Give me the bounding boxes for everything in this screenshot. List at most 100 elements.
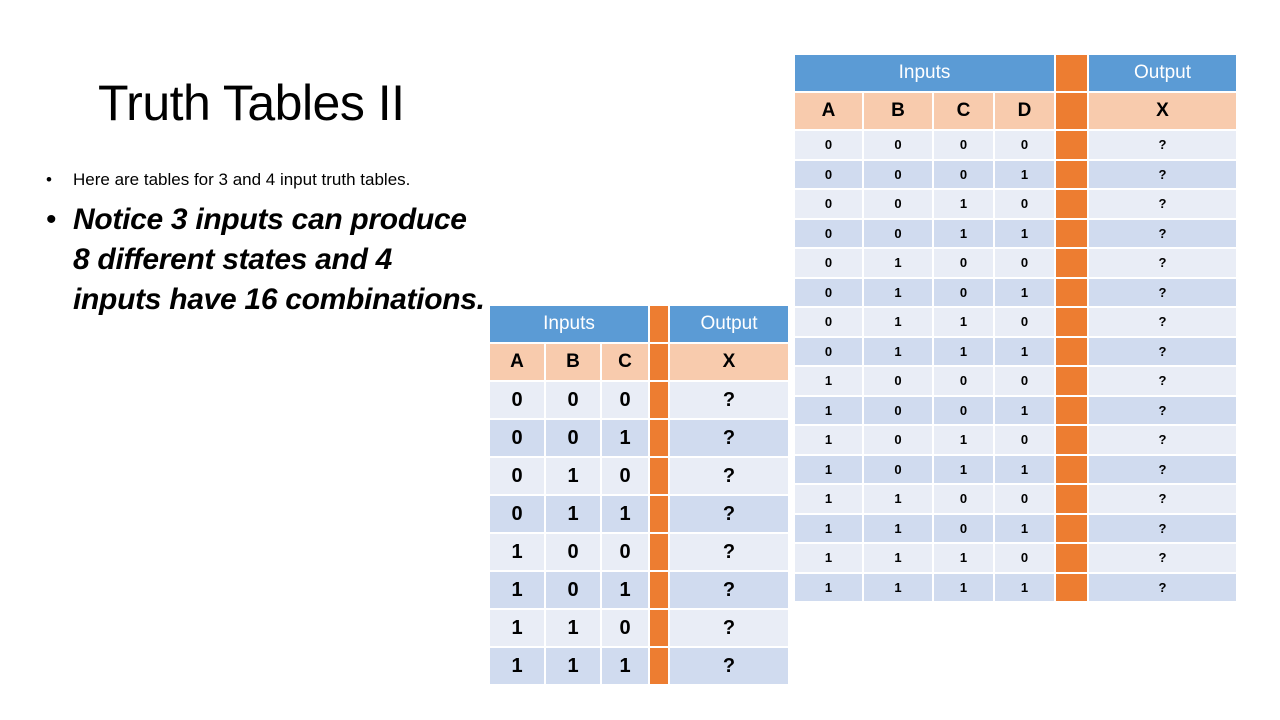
input-cell: 0 (934, 396, 995, 426)
input-cell: 1 (546, 496, 602, 534)
header-inputs: Inputs (490, 306, 650, 344)
input-cell: 1 (795, 455, 864, 485)
input-cell: 1 (795, 367, 864, 397)
input-cell: 1 (934, 426, 995, 456)
truth-table-3-input: Inputs Output A B C X 0 0 0? 0 0 1? 0 1 0? 0 1 1? 1 0… (490, 306, 788, 686)
output-cell: ? (670, 458, 788, 496)
bullet-item-emphasis: • Notice 3 inputs can produce 8 differen… (46, 200, 486, 320)
table-row: 0 0 0 1? (795, 160, 1236, 190)
column-header-b: B (546, 344, 602, 382)
input-cell: 0 (490, 382, 546, 420)
output-cell: ? (670, 572, 788, 610)
row-divider (1056, 219, 1089, 249)
row-divider (1056, 337, 1089, 367)
table-row: 0 1 0 1? (795, 278, 1236, 308)
bullet-text: Here are tables for 3 and 4 input truth … (73, 170, 411, 189)
input-cell: 0 (795, 337, 864, 367)
output-cell: ? (670, 420, 788, 458)
input-cell: 1 (490, 648, 546, 686)
row-divider (1056, 308, 1089, 338)
input-cell: 1 (490, 610, 546, 648)
output-cell: ? (1089, 367, 1236, 397)
row-divider (1056, 367, 1089, 397)
row-divider (1056, 514, 1089, 544)
output-cell: ? (1089, 249, 1236, 279)
row-divider (1056, 160, 1089, 190)
column-header-b: B (864, 93, 934, 131)
input-cell: 0 (602, 534, 650, 572)
column-header-a: A (795, 93, 864, 131)
input-cell: 1 (864, 337, 934, 367)
input-cell: 0 (546, 534, 602, 572)
input-cell: 0 (995, 544, 1056, 574)
input-cell: 0 (995, 249, 1056, 279)
row-divider (650, 382, 670, 420)
input-cell: 0 (490, 496, 546, 534)
row-divider (1056, 396, 1089, 426)
output-cell: ? (1089, 396, 1236, 426)
input-cell: 1 (795, 544, 864, 574)
input-cell: 1 (864, 544, 934, 574)
output-cell: ? (1089, 544, 1236, 574)
table-row: 0 0 0 0? (795, 131, 1236, 161)
input-cell: 0 (864, 131, 934, 161)
header-inputs: Inputs (795, 55, 1056, 93)
table-row: 0 1 0? (490, 458, 788, 496)
input-cell: 1 (995, 278, 1056, 308)
table-row: 0 0 1 0? (795, 190, 1236, 220)
bullet-list: • Here are tables for 3 and 4 input trut… (46, 170, 486, 320)
table-row: 1 1 0 0? (795, 485, 1236, 515)
input-cell: 1 (995, 514, 1056, 544)
bullet-dot-icon: • (46, 203, 57, 236)
row-divider (650, 420, 670, 458)
input-cell: 1 (490, 534, 546, 572)
column-header-a: A (490, 344, 546, 382)
input-cell: 0 (795, 131, 864, 161)
input-cell: 0 (864, 455, 934, 485)
input-cell: 1 (864, 278, 934, 308)
table-row: 1 1 0 1? (795, 514, 1236, 544)
input-cell: 0 (602, 610, 650, 648)
table-row: 1 0 0 1? (795, 396, 1236, 426)
output-cell: ? (670, 648, 788, 686)
table-row: 0 0 0? (490, 382, 788, 420)
input-cell: 1 (546, 648, 602, 686)
output-cell: ? (1089, 573, 1236, 603)
input-cell: 1 (795, 573, 864, 603)
input-cell: 0 (795, 278, 864, 308)
output-cell: ? (1089, 131, 1236, 161)
input-cell: 0 (795, 249, 864, 279)
table-row: 1 0 0 0? (795, 367, 1236, 397)
input-cell: 0 (490, 420, 546, 458)
header-divider (1056, 55, 1089, 93)
column-header-x: X (670, 344, 788, 382)
input-cell: 0 (934, 278, 995, 308)
input-cell: 0 (934, 249, 995, 279)
output-cell: ? (670, 382, 788, 420)
input-cell: 1 (995, 337, 1056, 367)
output-cell: ? (1089, 278, 1236, 308)
table-row: 1 0 1? (490, 572, 788, 610)
table-row: 0 0 1? (490, 420, 788, 458)
input-cell: 1 (934, 544, 995, 574)
table-row: 1 1 1? (490, 648, 788, 686)
header-output: Output (670, 306, 788, 344)
output-cell: ? (670, 534, 788, 572)
input-cell: 0 (934, 367, 995, 397)
header-output: Output (1089, 55, 1236, 93)
output-cell: ? (1089, 485, 1236, 515)
input-cell: 1 (995, 160, 1056, 190)
column-header-x: X (1089, 93, 1236, 131)
input-cell: 1 (995, 573, 1056, 603)
output-cell: ? (1089, 455, 1236, 485)
input-cell: 0 (995, 190, 1056, 220)
input-cell: 1 (995, 219, 1056, 249)
table-row: 0 1 1 1? (795, 337, 1236, 367)
input-cell: 0 (864, 219, 934, 249)
row-divider (1056, 278, 1089, 308)
input-cell: 1 (934, 573, 995, 603)
input-cell: 1 (602, 420, 650, 458)
table-row: 1 1 1 0? (795, 544, 1236, 574)
table-row: 0 1 0 0? (795, 249, 1236, 279)
input-cell: 1 (546, 610, 602, 648)
